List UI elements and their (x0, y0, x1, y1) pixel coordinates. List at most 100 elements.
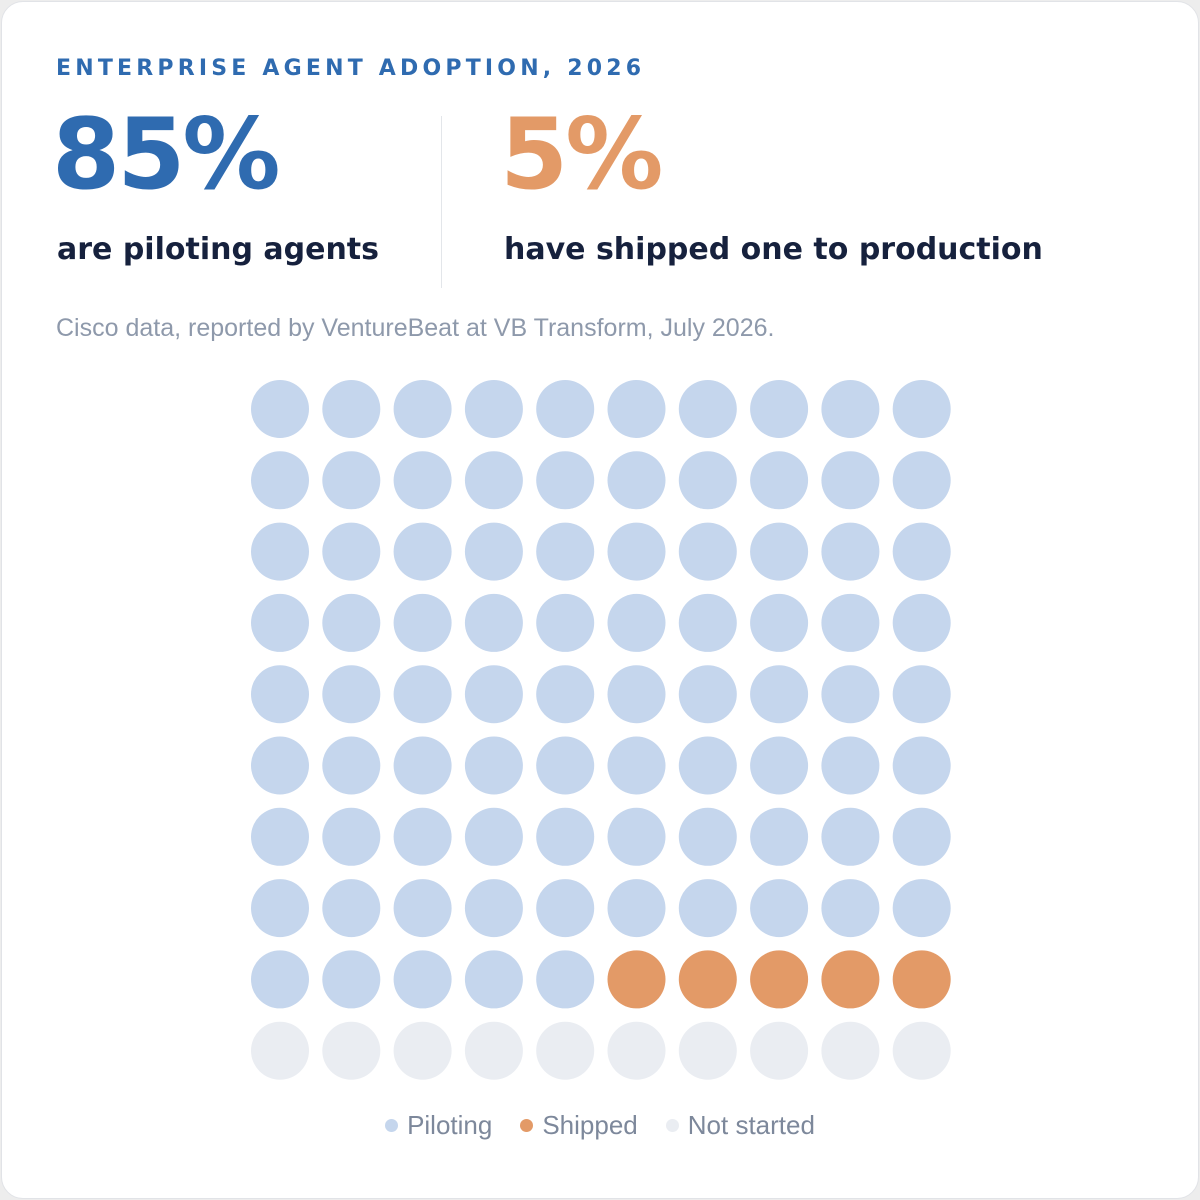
waffle-dot-not-started (821, 1021, 880, 1080)
waffle-dot-piloting (607, 593, 666, 652)
waffle-dot-not-started (607, 1021, 666, 1080)
waffle-dot-piloting (322, 807, 381, 866)
waffle-dot-piloting (892, 380, 951, 438)
waffle-chart (251, 380, 951, 1080)
waffle-dot-piloting (678, 380, 737, 438)
waffle-dot-piloting (322, 451, 381, 510)
waffle-dot-piloting (892, 879, 951, 938)
waffle-dot-piloting (750, 380, 809, 438)
waffle-dot-piloting (750, 879, 809, 938)
waffle-dot-piloting (393, 736, 452, 795)
waffle-dot-shipped (678, 950, 737, 1009)
waffle-dot-piloting (607, 807, 666, 866)
waffle-dot-piloting (607, 665, 666, 724)
waffle-dot-piloting (750, 736, 809, 795)
waffle-dot-piloting (821, 380, 880, 438)
stat-piloting-value: 85% (52, 98, 281, 212)
waffle-dot-piloting (750, 451, 809, 510)
waffle-dot-shipped (821, 950, 880, 1009)
waffle-dot-piloting (892, 807, 951, 866)
waffle-dot-piloting (892, 593, 951, 652)
waffle-dot-piloting (464, 593, 523, 652)
waffle-dot-piloting (750, 522, 809, 581)
waffle-dot-piloting (750, 593, 809, 652)
waffle-dot-not-started (251, 1021, 309, 1080)
waffle-dot-piloting (251, 950, 309, 1009)
waffle-dot-piloting (536, 593, 595, 652)
waffle-dot-piloting (251, 522, 309, 581)
waffle-dot-piloting (322, 522, 381, 581)
waffle-dot-piloting (678, 879, 737, 938)
legend-item-not-started: Not started (665, 1110, 815, 1141)
waffle-dot-piloting (821, 522, 880, 581)
waffle-dot-not-started (892, 1021, 951, 1080)
waffle-dot-piloting (393, 451, 452, 510)
waffle-dot-piloting (464, 736, 523, 795)
waffle-dot-piloting (251, 807, 309, 866)
waffle-dot-piloting (750, 807, 809, 866)
waffle-dot-not-started (393, 1021, 452, 1080)
stat-shipped-value: 5% (500, 98, 663, 212)
waffle-dot-piloting (251, 879, 309, 938)
waffle-dot-piloting (322, 665, 381, 724)
waffle-dot-piloting (821, 665, 880, 724)
waffle-dot-piloting (536, 451, 595, 510)
waffle-dot-piloting (821, 593, 880, 652)
waffle-dot-piloting (251, 451, 309, 510)
waffle-dot-piloting (393, 593, 452, 652)
waffle-dot-shipped (750, 950, 809, 1009)
waffle-dot-piloting (607, 451, 666, 510)
waffle-dot-piloting (678, 665, 737, 724)
waffle-dot-piloting (892, 665, 951, 724)
waffle-dot-piloting (892, 736, 951, 795)
waffle-dot-piloting (393, 950, 452, 1009)
waffle-dot-piloting (821, 451, 880, 510)
waffle-dot-piloting (464, 807, 523, 866)
waffle-dot-piloting (464, 522, 523, 581)
legend-item-shipped: Shipped (520, 1110, 638, 1141)
waffle-dot-piloting (821, 807, 880, 866)
waffle-dot-not-started (750, 1021, 809, 1080)
waffle-dot-piloting (251, 593, 309, 652)
waffle-dot-piloting (251, 380, 309, 438)
waffle-dot-piloting (821, 736, 880, 795)
legend-swatch-piloting (385, 1119, 399, 1132)
waffle-dot-piloting (393, 665, 452, 724)
waffle-dot-piloting (322, 380, 381, 438)
waffle-dot-piloting (678, 593, 737, 652)
waffle-dot-not-started (536, 1021, 595, 1080)
waffle-dot-not-started (322, 1021, 381, 1080)
waffle-dot-piloting (536, 950, 595, 1009)
waffle-dot-piloting (750, 665, 809, 724)
stat-piloting-label: are piloting agents (57, 232, 380, 267)
waffle-dot-piloting (322, 950, 381, 1009)
waffle-dot-not-started (678, 1021, 737, 1080)
waffle-dot-piloting (607, 380, 666, 438)
waffle-dot-piloting (536, 736, 595, 795)
waffle-dot-piloting (464, 879, 523, 938)
waffle-dot-piloting (678, 451, 737, 510)
stat-divider (441, 116, 442, 288)
waffle-dot-piloting (251, 736, 309, 795)
legend-label-not-started: Not started (687, 1110, 815, 1140)
waffle-dot-piloting (536, 807, 595, 866)
waffle-dot-piloting (393, 522, 452, 581)
waffle-dot-piloting (821, 879, 880, 938)
legend-label-shipped: Shipped (542, 1110, 638, 1140)
legend-swatch-shipped (520, 1119, 534, 1132)
waffle-dot-piloting (678, 736, 737, 795)
waffle-dot-piloting (464, 950, 523, 1009)
waffle-dot-piloting (678, 522, 737, 581)
waffle-dot-piloting (607, 736, 666, 795)
waffle-dot-shipped (892, 950, 951, 1009)
waffle-dot-piloting (393, 380, 452, 438)
waffle-dot-piloting (251, 665, 309, 724)
waffle-dot-piloting (536, 380, 595, 438)
waffle-dot-piloting (678, 807, 737, 866)
waffle-dot-shipped (607, 950, 666, 1009)
waffle-dot-piloting (607, 522, 666, 581)
stat-shipped-label: have shipped one to production (504, 232, 1043, 267)
waffle-dot-piloting (607, 879, 666, 938)
legend-swatch-not-started (665, 1119, 679, 1132)
waffle-dot-not-started (464, 1021, 523, 1080)
